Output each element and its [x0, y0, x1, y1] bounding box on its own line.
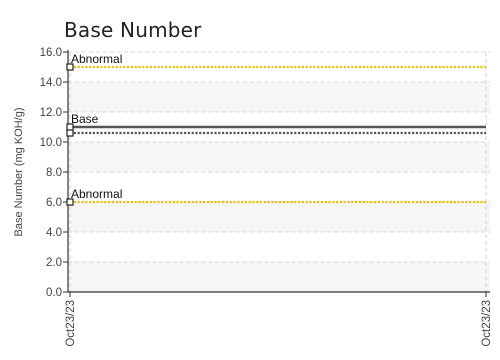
reference-lines: Abnormal Base Abnormal	[66, 52, 486, 206]
x-tick-label: Oct23/23	[65, 300, 77, 347]
y-tick-label: 2.0	[46, 257, 62, 269]
plot-band	[68, 202, 490, 232]
reference-marker	[66, 198, 74, 206]
plot-band	[68, 82, 490, 112]
y-axis-ticks: 0.0 2.0 4.0 6.0 8.0 10.0 12.0 14.0 16.0	[40, 47, 68, 299]
reference-line-label: Base	[71, 112, 99, 126]
reference-line-label: Abnormal	[71, 187, 122, 201]
y-tick-label: 8.0	[46, 167, 62, 179]
y-tick-label: 10.0	[40, 137, 62, 149]
x-axis-ticks: Oct23/23 Oct23/23	[65, 292, 493, 347]
reference-marker	[66, 63, 74, 71]
plot-bands	[68, 82, 490, 292]
y-axis-label: Base Number (mg KOH/g)	[13, 108, 25, 237]
axes	[67, 50, 490, 293]
y-tick-label: 16.0	[40, 47, 62, 59]
reference-line-label: Abnormal	[71, 52, 122, 66]
y-tick-label: 0.0	[46, 287, 62, 299]
plot-band	[68, 142, 490, 172]
reference-marker	[66, 129, 74, 137]
chart-title: Base Number	[64, 18, 202, 42]
y-tick-label: 12.0	[40, 107, 62, 119]
x-tick-label: Oct23/23	[481, 300, 493, 347]
y-tick-label: 14.0	[40, 77, 62, 89]
plot-band	[68, 262, 490, 292]
y-tick-label: 6.0	[46, 197, 62, 209]
y-tick-label: 4.0	[46, 227, 62, 239]
